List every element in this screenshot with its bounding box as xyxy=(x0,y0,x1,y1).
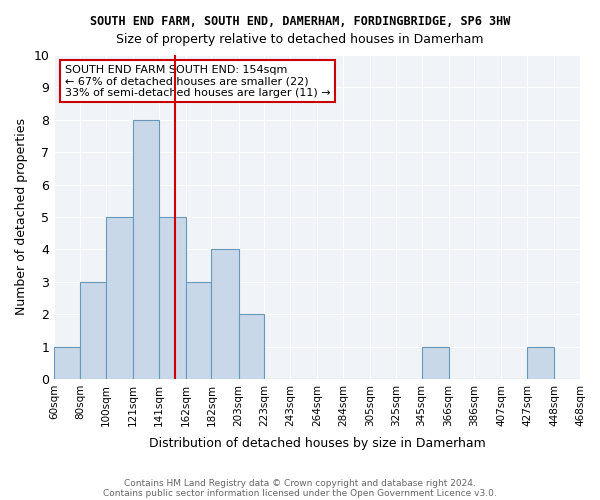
Bar xyxy=(422,346,449,379)
Bar xyxy=(80,282,106,379)
Bar xyxy=(211,250,239,379)
Bar xyxy=(527,346,554,379)
Text: Contains public sector information licensed under the Open Government Licence v3: Contains public sector information licen… xyxy=(103,488,497,498)
Y-axis label: Number of detached properties: Number of detached properties xyxy=(15,118,28,316)
X-axis label: Distribution of detached houses by size in Damerham: Distribution of detached houses by size … xyxy=(149,437,485,450)
Text: Contains HM Land Registry data © Crown copyright and database right 2024.: Contains HM Land Registry data © Crown c… xyxy=(124,478,476,488)
Text: Size of property relative to detached houses in Damerham: Size of property relative to detached ho… xyxy=(116,32,484,46)
Bar xyxy=(54,346,80,379)
Bar xyxy=(186,282,211,379)
Bar xyxy=(239,314,265,379)
Bar xyxy=(133,120,158,379)
Bar xyxy=(158,217,186,379)
Text: SOUTH END FARM, SOUTH END, DAMERHAM, FORDINGBRIDGE, SP6 3HW: SOUTH END FARM, SOUTH END, DAMERHAM, FOR… xyxy=(90,15,510,28)
Bar xyxy=(106,217,133,379)
Text: SOUTH END FARM SOUTH END: 154sqm
← 67% of detached houses are smaller (22)
33% o: SOUTH END FARM SOUTH END: 154sqm ← 67% o… xyxy=(65,64,331,98)
